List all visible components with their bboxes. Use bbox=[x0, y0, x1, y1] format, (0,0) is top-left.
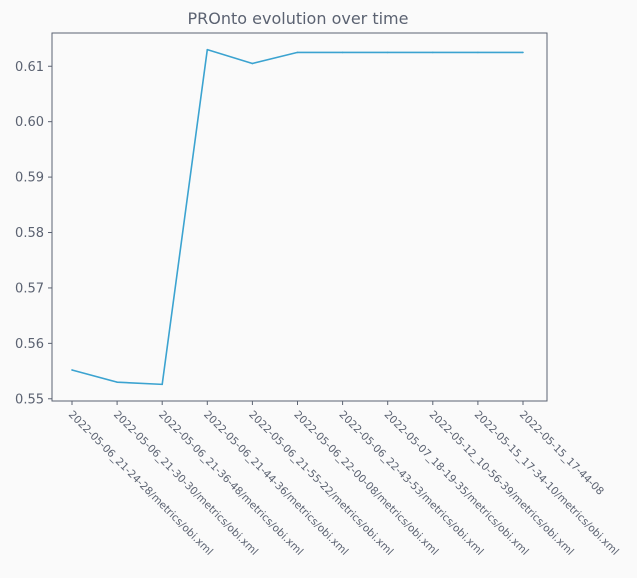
y-tick-label: 0.56 bbox=[15, 337, 44, 352]
data-point bbox=[432, 51, 434, 54]
data-point bbox=[296, 51, 299, 54]
data-point bbox=[522, 51, 524, 54]
y-tick-label: 0.60 bbox=[15, 115, 44, 130]
y-tick-label: 0.58 bbox=[15, 226, 44, 241]
series-line bbox=[71, 48, 523, 386]
data-point bbox=[71, 369, 73, 371]
data-point bbox=[341, 51, 344, 54]
x-axis: 2022-05-06_21-24-28/metrics/obi.xml2022-… bbox=[66, 401, 621, 558]
data-point bbox=[251, 62, 254, 65]
y-tick-label: 0.57 bbox=[15, 281, 44, 296]
data-point bbox=[386, 51, 389, 54]
chart-title: PROnto evolution over time bbox=[188, 9, 409, 28]
data-point bbox=[116, 381, 118, 383]
data-point bbox=[477, 51, 479, 54]
series-group bbox=[71, 48, 524, 386]
y-tick-label: 0.55 bbox=[15, 392, 44, 407]
data-point bbox=[206, 48, 209, 51]
data-point bbox=[161, 383, 163, 386]
y-tick-label: 0.61 bbox=[15, 60, 44, 75]
y-tick-label: 0.59 bbox=[15, 171, 44, 186]
y-axis: 0.55 0.56 0.57 0.58 0.59 0.60 0.61 bbox=[15, 60, 52, 407]
x-tick-label: 2022-05-15_17-44-08 bbox=[517, 409, 606, 498]
plot-area-frame bbox=[51, 32, 548, 402]
